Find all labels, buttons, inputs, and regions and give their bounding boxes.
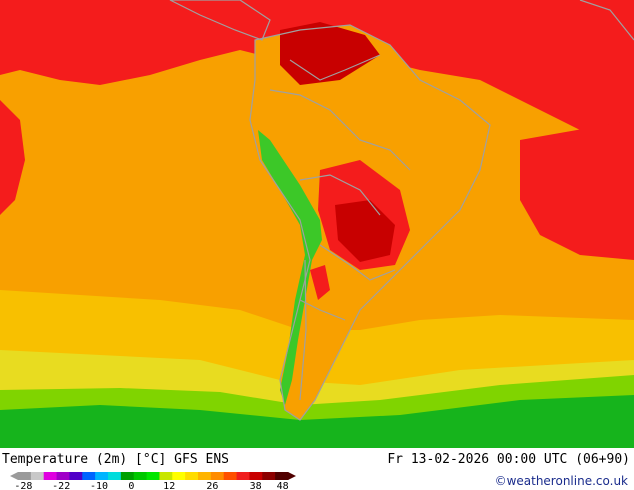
- color-scale-swatch: [133, 472, 148, 480]
- color-scale-swatch: [146, 472, 160, 480]
- hot-region-venezuela: [280, 22, 380, 85]
- color-scale-legend: -28 -22 -10 0 12 26 38 48: [10, 472, 296, 490]
- color-scale-tick-label: 26: [206, 481, 218, 490]
- valid-time: Fr 13-02-2026 00:00 UTC (06+90): [387, 452, 630, 467]
- color-scale-swatch: [56, 472, 70, 480]
- color-scale-swatch: [249, 472, 263, 480]
- hot-region-east-atlantic: [520, 120, 634, 260]
- color-scale-swatch: [262, 472, 276, 480]
- color-scale-swatch: [18, 472, 32, 480]
- map-footer: Temperature (2m) [°C] GFS ENS Fr 13-02-2…: [0, 448, 634, 490]
- color-scale-bars: [10, 472, 296, 480]
- color-scale-swatch: [120, 472, 135, 480]
- color-scale-tick-label: 12: [163, 481, 175, 490]
- color-scale-ticks: -28 -22 -10 0 12 26 38 48: [14, 481, 288, 490]
- country-borders: [169, 0, 634, 421]
- color-scale-swatch: [95, 472, 109, 480]
- color-scale-arrow-right: [288, 472, 296, 480]
- landmass-central-america: [170, 0, 270, 40]
- color-scale-tick-label: 48: [277, 481, 289, 490]
- color-scale-tick-label: -28: [14, 481, 32, 490]
- color-scale-swatch: [185, 472, 199, 480]
- color-scale-swatch: [82, 472, 96, 480]
- color-scale-tick-label: -22: [52, 481, 70, 490]
- cold-green-band: [0, 395, 634, 448]
- color-scale-swatch: [43, 472, 58, 480]
- color-scale-swatch: [30, 472, 45, 480]
- very-hot-region-chaco: [335, 200, 395, 262]
- map-title: Temperature (2m) [°C] GFS ENS: [2, 452, 229, 467]
- color-scale-swatch: [236, 472, 250, 480]
- color-scale-swatch: [223, 472, 238, 480]
- hot-region-cuyo: [310, 265, 330, 300]
- temperature-map: [0, 0, 634, 448]
- color-scale-swatch: [275, 472, 289, 480]
- color-scale-swatch: [69, 472, 83, 480]
- color-scale-swatch: [210, 472, 225, 480]
- credit-link[interactable]: ©weatheronline.co.uk: [494, 474, 628, 488]
- andes-cool-strip: [258, 130, 322, 405]
- color-scale-swatch: [198, 472, 212, 480]
- color-scale-arrow-left: [10, 472, 18, 480]
- color-scale-swatch: [172, 472, 186, 480]
- color-scale-swatch: [108, 472, 122, 480]
- color-scale-tick-label: 0: [128, 481, 134, 490]
- color-scale-tick-label: -10: [90, 481, 108, 490]
- color-scale-swatch: [159, 472, 173, 480]
- hot-region-north: [0, 0, 634, 150]
- hot-region-west: [0, 100, 25, 215]
- color-scale-tick-label: 38: [250, 481, 262, 490]
